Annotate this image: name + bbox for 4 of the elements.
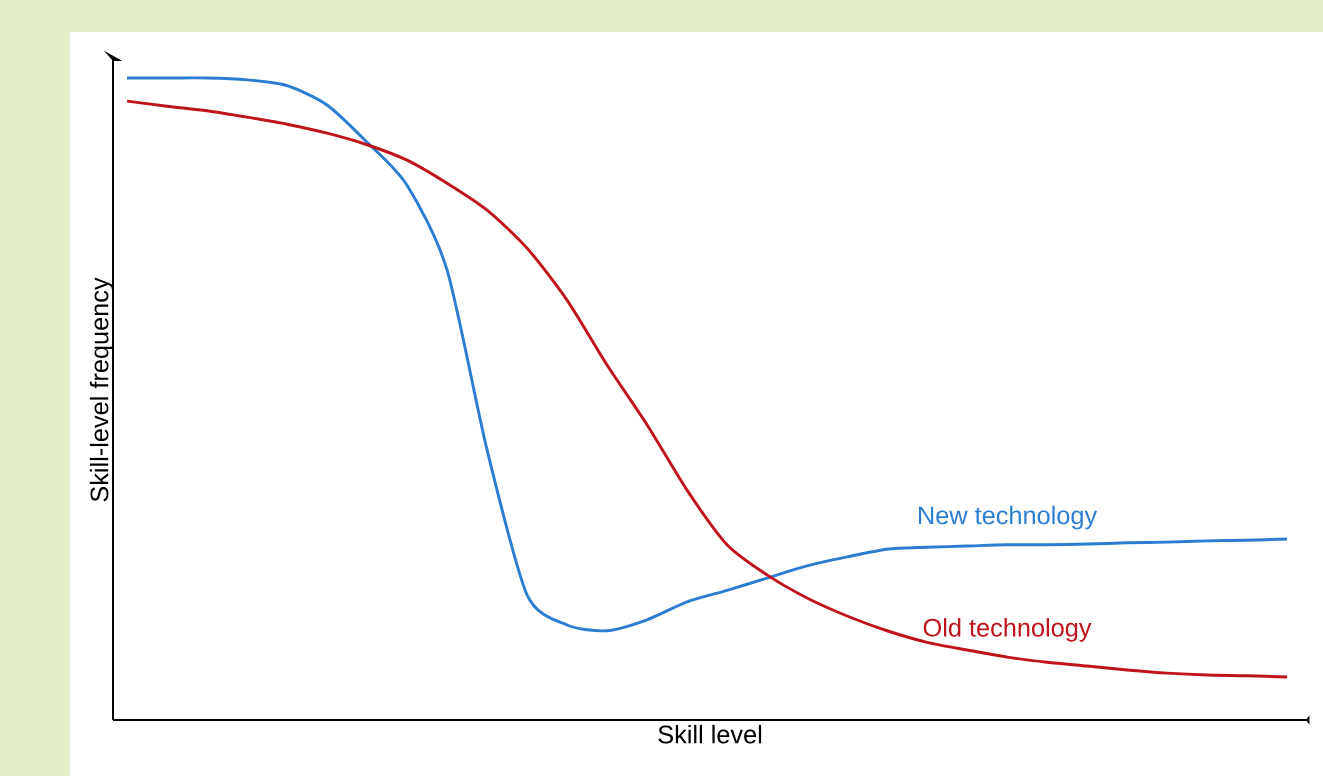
series-label: New technology [919,505,1098,530]
series-label: Old technology [923,618,1092,642]
y-axis-title: Skill-level frequency [89,277,114,502]
x-axis-title: Skill level [658,724,762,744]
